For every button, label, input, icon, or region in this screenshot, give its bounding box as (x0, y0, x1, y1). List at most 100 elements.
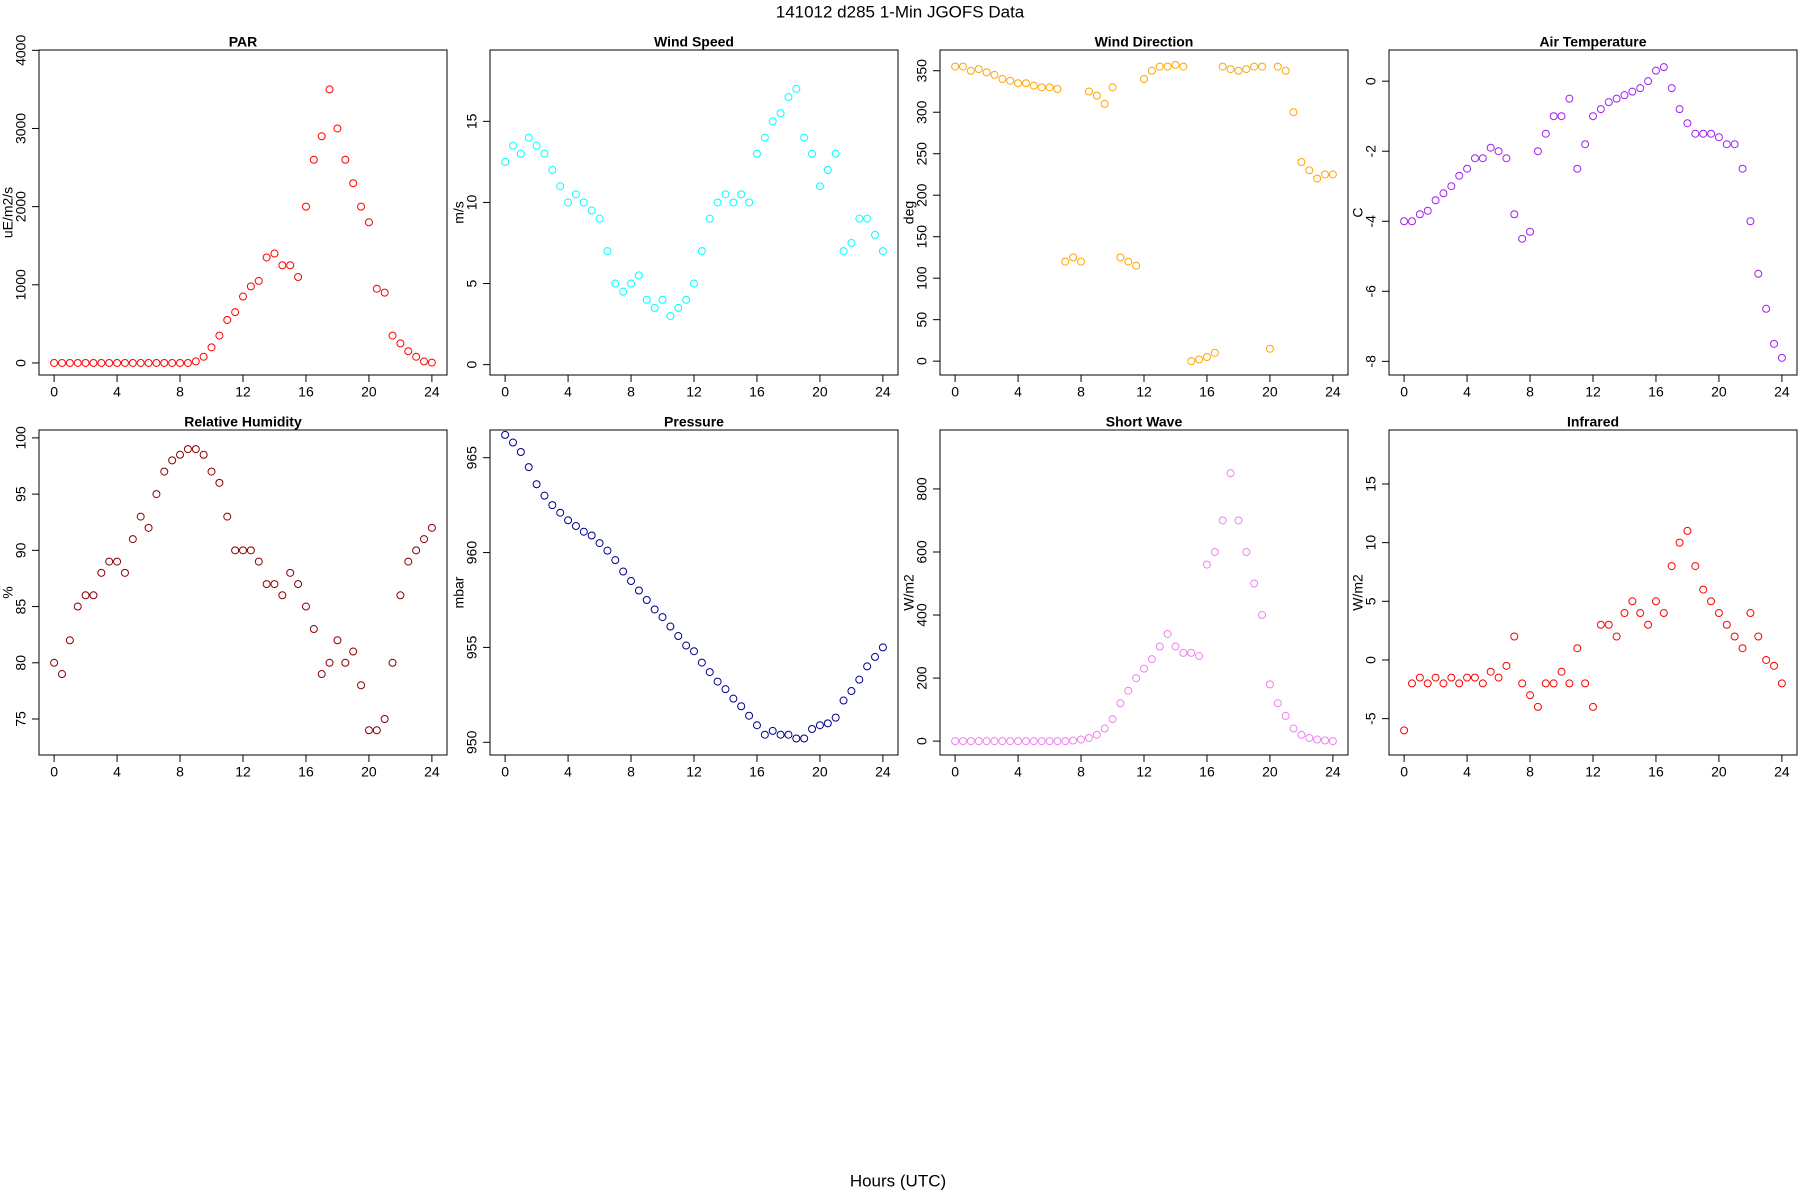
data-point (1510, 632, 1519, 641)
data-point (57, 670, 66, 679)
y-tick-label: 800 (914, 477, 930, 501)
data-point (65, 358, 74, 367)
data-point (721, 685, 730, 694)
data-point (532, 141, 541, 150)
data-point (278, 261, 287, 270)
plot-frame (939, 429, 1349, 756)
data-point (516, 149, 525, 158)
data-point (776, 109, 785, 118)
data-point (540, 149, 549, 158)
plot-frame (38, 49, 448, 376)
data-point (674, 303, 683, 312)
x-tick-label: 8 (627, 384, 635, 400)
plot-frame (489, 49, 899, 376)
data-point (1069, 253, 1078, 262)
data-point (784, 730, 793, 739)
data-point (1526, 227, 1535, 236)
data-point (548, 501, 557, 510)
data-point (524, 133, 533, 142)
data-point (1045, 737, 1054, 746)
data-point (1328, 170, 1337, 179)
data-point (595, 214, 604, 223)
data-point (579, 527, 588, 536)
data-point (619, 287, 628, 296)
data-point (168, 358, 177, 367)
data-point (823, 166, 832, 175)
data-point (1321, 736, 1330, 745)
data-point (246, 546, 255, 555)
data-point (113, 557, 122, 566)
panel-title: Wind Direction (1095, 34, 1194, 50)
panel-title: Pressure (664, 414, 724, 430)
data-point (1730, 140, 1739, 149)
data-point (1589, 702, 1597, 711)
data-point (1297, 730, 1306, 739)
data-point (420, 357, 429, 366)
data-point (501, 430, 510, 439)
x-tick-label: 4 (113, 384, 121, 400)
data-point (697, 658, 706, 667)
data-point (1195, 652, 1204, 661)
data-point (760, 730, 769, 739)
data-point (97, 568, 106, 577)
data-point (603, 247, 612, 256)
data-point (1132, 261, 1141, 270)
data-point (564, 516, 573, 525)
data-point (752, 721, 761, 730)
y-tick-label: 100 (914, 266, 930, 290)
data-point (1762, 304, 1771, 313)
data-point (231, 546, 240, 555)
data-point (1510, 210, 1519, 219)
data-point (364, 218, 373, 227)
y-tick-label: 5 (1363, 597, 1379, 605)
data-point (1234, 516, 1243, 525)
data-point (270, 580, 279, 589)
data-point (1439, 189, 1448, 198)
data-point (1636, 84, 1645, 93)
plot-frame (1388, 429, 1798, 756)
x-tick-label: 8 (1526, 764, 1534, 780)
data-point (1754, 632, 1763, 641)
x-tick-label: 8 (627, 764, 635, 780)
data-point (998, 737, 1007, 746)
data-point (1722, 620, 1731, 629)
data-point (974, 737, 983, 746)
data-point (1014, 737, 1023, 746)
x-tick-label: 24 (424, 764, 440, 780)
data-point (571, 190, 580, 199)
data-point (1604, 620, 1613, 629)
x-tick-label: 20 (812, 384, 828, 400)
data-point (199, 352, 208, 361)
data-point (1463, 164, 1472, 173)
data-point (317, 670, 326, 679)
data-point (309, 625, 318, 634)
data-point (1265, 680, 1274, 689)
data-point (1179, 648, 1188, 657)
data-point (144, 523, 153, 532)
data-point (1596, 620, 1605, 629)
panel-title: PAR (229, 34, 258, 50)
y-tick-label: 50 (914, 312, 930, 328)
data-point (1470, 154, 1479, 163)
data-point (1242, 547, 1251, 556)
data-point (160, 467, 169, 476)
data-point (1714, 133, 1723, 142)
data-point (603, 546, 612, 555)
data-point (634, 586, 643, 595)
data-point (1644, 620, 1653, 629)
data-point (690, 279, 698, 288)
data-point (1006, 737, 1015, 746)
data-point (650, 605, 659, 614)
data-point (1108, 83, 1117, 92)
data-point (1463, 673, 1472, 682)
data-point (309, 155, 318, 164)
y-axis-label: m/s (451, 201, 467, 224)
y-tick-label: 15 (1363, 476, 1379, 492)
data-point (50, 658, 59, 667)
data-point (815, 721, 824, 730)
x-tick-label: 4 (1014, 384, 1022, 400)
data-point (1242, 65, 1251, 74)
data-point (1100, 99, 1109, 108)
data-point (325, 658, 334, 667)
